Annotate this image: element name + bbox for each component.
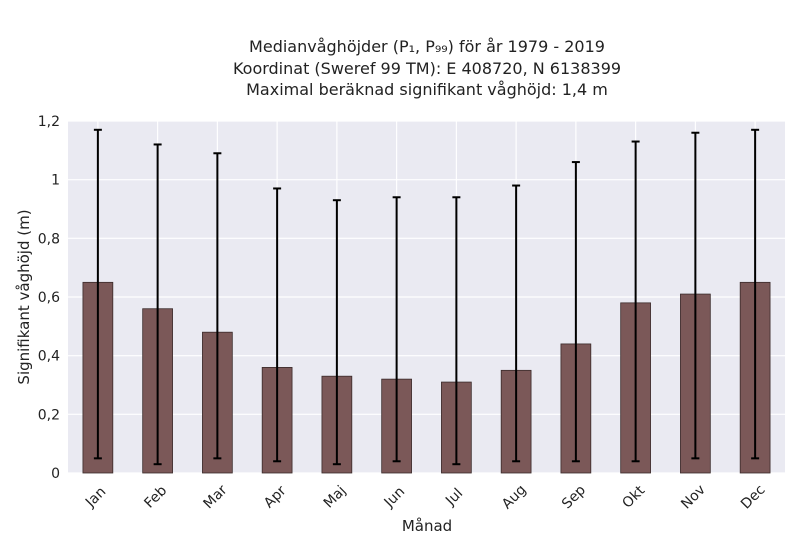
y-tick-label: 0,2 [38,407,60,423]
x-axis-ticks: Jan Feb Mar Apr Maj Jun Jul Aug Sep Okt Nov Dec [82,482,768,513]
y-axis-ticks: 0 0,2 0,4 0,6 0,8 1 1,2 [38,114,60,482]
x-tick-label: Maj [321,483,350,512]
error-bar-dec [751,128,760,460]
error-bar-jun [392,196,401,463]
error-bar-jul [452,196,461,466]
error-bar-feb [153,143,162,466]
error-bar-sep [571,161,580,463]
x-tick-label: Jun [381,484,408,511]
chart-title-line-1: Medianvåghöjder (P₁, P₉₉) för år 1979 - … [249,37,605,56]
y-tick-label: 0 [51,466,60,482]
y-tick-label: 0,6 [38,290,60,306]
y-tick-label: 1,2 [38,114,60,130]
chart-title-line-2: Koordinat (Sweref 99 TM): E 408720, N 61… [233,59,621,78]
x-tick-label: Mar [201,482,231,512]
error-bar-maj [332,199,341,466]
error-bar-mar [213,152,222,460]
x-tick-label: Dec [738,482,768,512]
y-tick-label: 1 [51,173,60,189]
x-tick-label: Aug [499,482,530,513]
x-tick-label: Feb [141,483,170,512]
error-bar-okt [631,140,640,463]
x-tick-label: Sep [559,482,589,512]
x-tick-label: Jan [82,484,109,511]
x-tick-label: Okt [619,482,648,511]
y-tick-label: 0,4 [38,349,60,365]
chart-title-line-3: Maximal beräknad signifikant våghöjd: 1,… [246,80,608,99]
error-bar-jan [93,128,102,460]
y-axis-label: Signifikant våghöjd (m) [15,209,33,384]
x-tick-label: Jul [442,486,466,510]
x-tick-label: Apr [261,483,290,512]
error-bar-aug [512,184,521,463]
error-bars [93,128,760,466]
x-tick-label: Nov [678,482,709,513]
error-bar-nov [691,131,700,460]
x-axis-label: Månad [402,517,452,535]
y-tick-label: 0,8 [38,231,60,247]
error-bar-apr [273,187,282,463]
